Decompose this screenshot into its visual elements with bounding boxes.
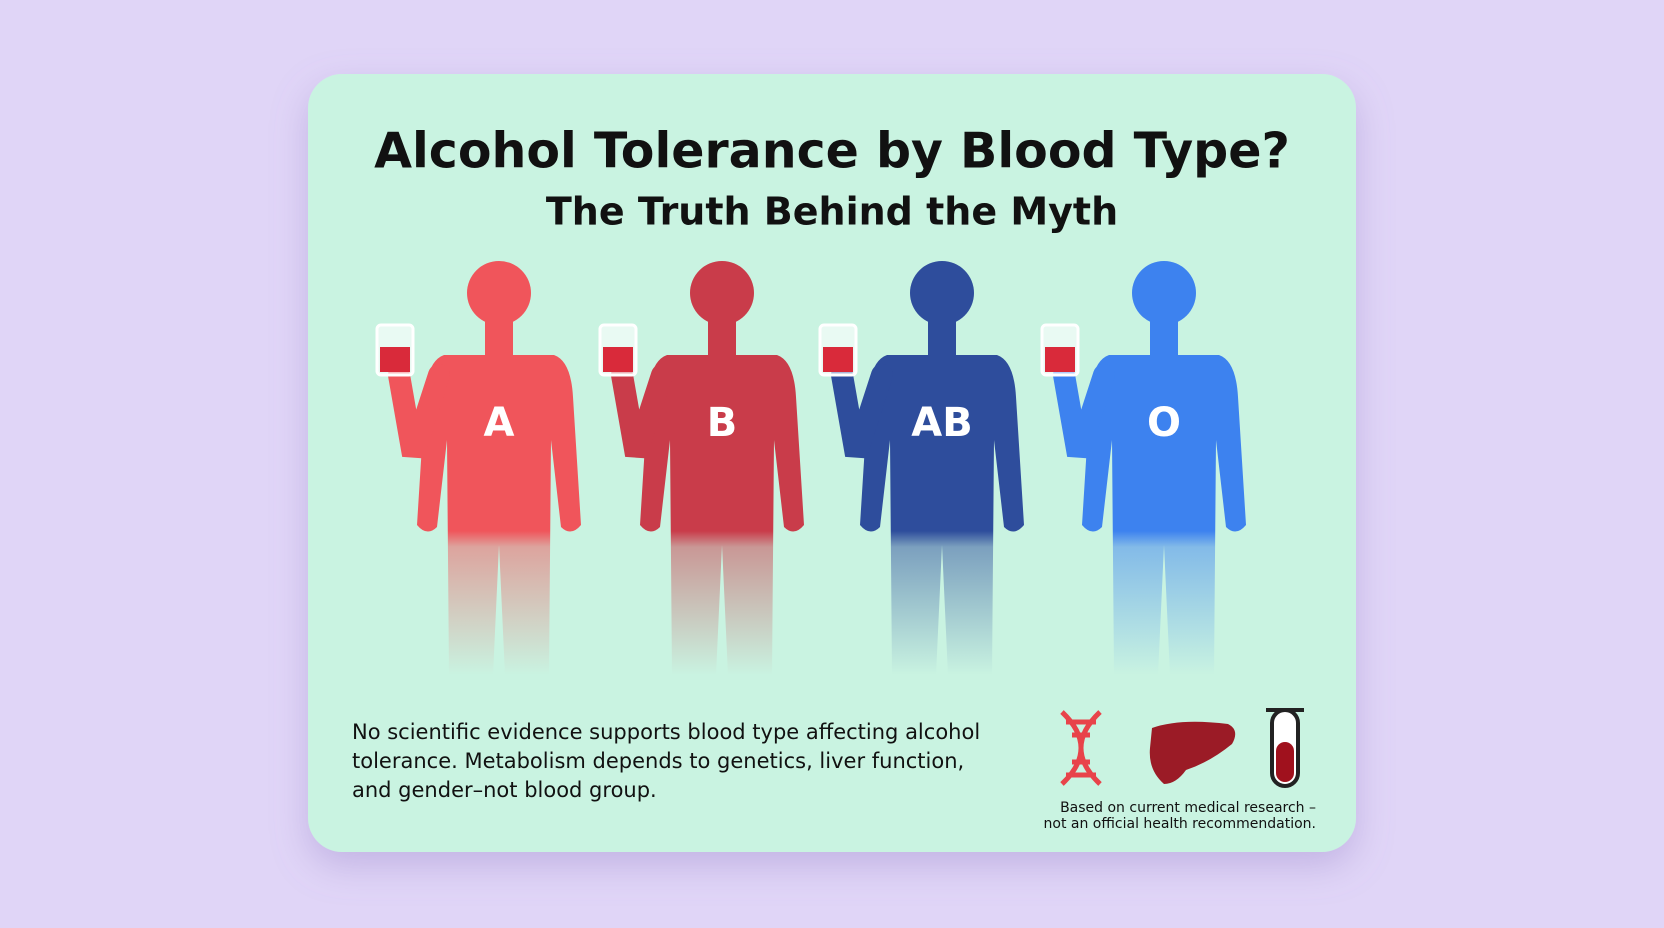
arm bbox=[611, 364, 673, 459]
dna-icon bbox=[1060, 710, 1102, 786]
arm bbox=[1053, 364, 1115, 459]
drink bbox=[823, 347, 853, 372]
arm bbox=[831, 364, 893, 459]
footnote: not an official health recommendation. bbox=[1044, 816, 1316, 832]
body-line: and gender–not blood group. bbox=[352, 778, 657, 802]
liver-icon bbox=[1149, 721, 1236, 784]
blood-type-label: B bbox=[707, 400, 738, 446]
body bbox=[860, 355, 1024, 675]
blood-type-label: O bbox=[1147, 400, 1181, 446]
body-line: No scientific evidence supports blood ty… bbox=[352, 720, 980, 744]
neck bbox=[1150, 319, 1178, 359]
body-line: tolerance. Metabolism depends to genetic… bbox=[352, 749, 964, 773]
neck bbox=[708, 319, 736, 359]
footnote: Based on current medical research – bbox=[1060, 800, 1316, 816]
neck bbox=[928, 319, 956, 359]
drink bbox=[380, 347, 410, 372]
figures: A B AB O bbox=[375, 261, 1246, 675]
body bbox=[417, 355, 581, 675]
figure: B bbox=[598, 261, 804, 675]
tube-icon bbox=[1266, 708, 1304, 788]
blood-type-label: AB bbox=[911, 400, 972, 446]
figure: A bbox=[375, 261, 581, 675]
body bbox=[640, 355, 804, 675]
head bbox=[910, 261, 974, 325]
title: Alcohol Tolerance by Blood Type? bbox=[374, 123, 1290, 180]
body bbox=[1082, 355, 1246, 675]
subtitle: The Truth Behind the Myth bbox=[546, 190, 1118, 234]
drink bbox=[1045, 347, 1075, 372]
figure: AB bbox=[818, 261, 1024, 675]
blood-type-label: A bbox=[484, 400, 515, 446]
card bbox=[308, 74, 1356, 852]
head bbox=[467, 261, 531, 325]
drink bbox=[603, 347, 633, 372]
arm bbox=[388, 364, 450, 459]
head bbox=[1132, 261, 1196, 325]
head bbox=[690, 261, 754, 325]
neck bbox=[485, 319, 513, 359]
figure: O bbox=[1040, 261, 1246, 675]
